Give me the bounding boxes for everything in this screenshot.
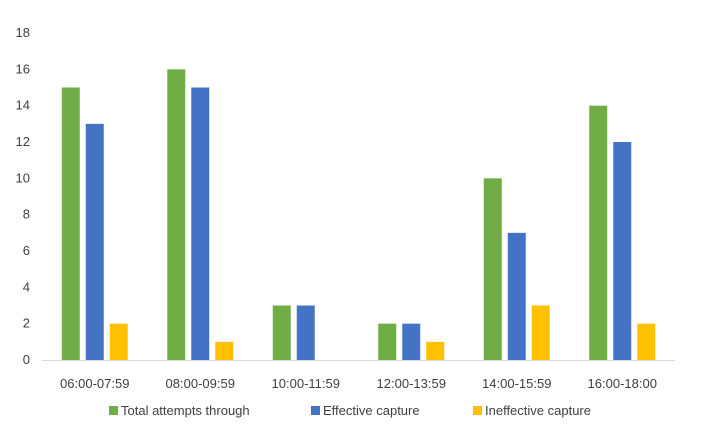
legend-swatch	[109, 406, 118, 415]
bar-total-attempts	[61, 87, 80, 360]
legend-swatch	[311, 406, 320, 415]
legend-label: Total attempts through	[121, 403, 250, 418]
bar-effective-capture	[85, 123, 104, 360]
y-tick-label: 16	[16, 61, 30, 76]
bar-total-attempts	[378, 323, 397, 360]
x-tick-label: 12:00-13:59	[377, 376, 446, 391]
y-tick-label: 8	[23, 207, 30, 222]
x-tick-label: 14:00-15:59	[482, 376, 551, 391]
y-tick-label: 6	[23, 243, 30, 258]
x-tick-label: 10:00-11:59	[272, 376, 340, 391]
bar-effective-capture	[191, 87, 210, 360]
bar-total-attempts	[167, 69, 186, 360]
y-tick-label: 4	[23, 279, 30, 294]
y-tick-label: 10	[16, 170, 30, 185]
legend-label: Effective capture	[323, 403, 420, 418]
y-tick-label: 0	[23, 352, 30, 367]
bar-ineffective-capture	[531, 305, 550, 360]
bar-ineffective-capture	[215, 341, 234, 360]
x-tick-label: 08:00-09:59	[166, 376, 235, 391]
bar-effective-capture	[613, 142, 632, 360]
x-tick-label: 06:00-07:59	[60, 376, 129, 391]
bar-total-attempts	[589, 105, 608, 361]
y-tick-label: 14	[16, 98, 30, 113]
y-tick-label: 18	[16, 25, 30, 40]
legend-label: Ineffective capture	[485, 403, 591, 418]
y-tick-label: 2	[23, 316, 30, 331]
bar-effective-capture	[507, 232, 526, 360]
bar-total-attempts	[272, 305, 291, 360]
bar-effective-capture	[402, 323, 421, 360]
bar-ineffective-capture	[109, 323, 128, 360]
y-tick-label: 12	[16, 134, 30, 149]
x-tick-label: 16:00-18:00	[588, 376, 657, 391]
bar-total-attempts	[483, 178, 502, 360]
bar-ineffective-capture	[426, 341, 445, 360]
bar-effective-capture	[296, 305, 315, 360]
legend-swatch	[473, 406, 482, 415]
bar-ineffective-capture	[637, 323, 656, 360]
